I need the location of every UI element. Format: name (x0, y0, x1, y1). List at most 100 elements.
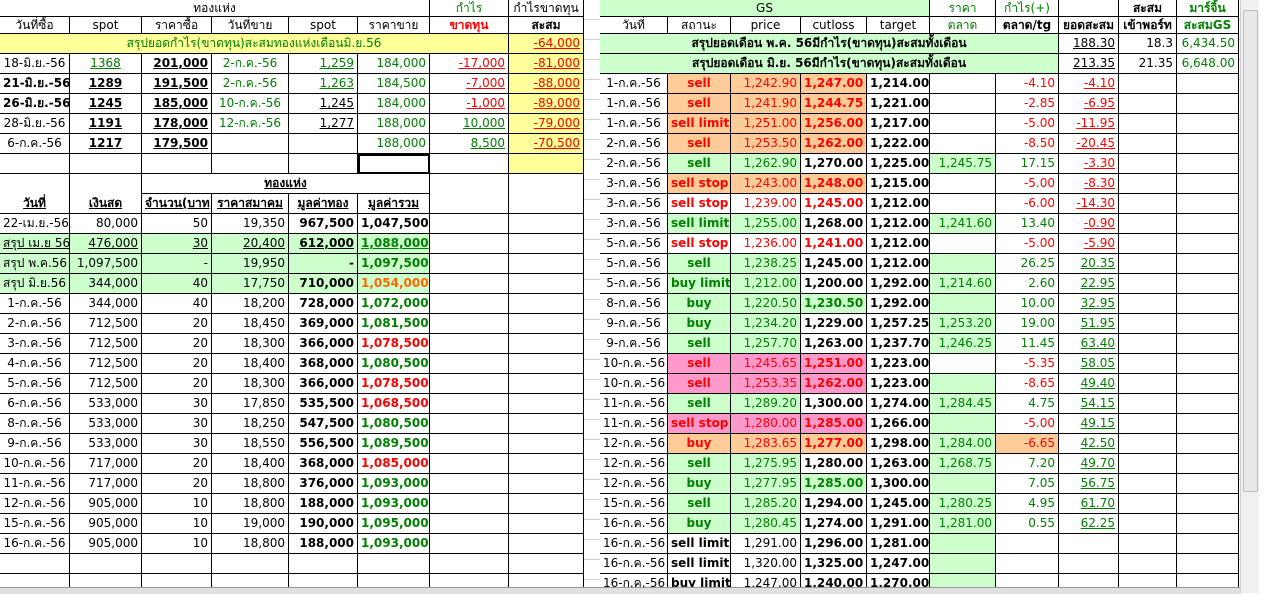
empty-cell[interactable] (509, 314, 584, 334)
empty-cell[interactable] (1059, 0, 1119, 17)
order-status[interactable]: sell (668, 334, 731, 354)
table-cell[interactable]: 376,000 (289, 474, 358, 494)
table-cell[interactable]: 184,000 (358, 94, 430, 114)
table-cell[interactable]: 20 (142, 454, 212, 474)
table-cell[interactable]: 18,800 (212, 494, 289, 514)
table-cell[interactable]: - (142, 254, 212, 274)
empty-cell[interactable] (1177, 354, 1239, 374)
group-header-gs[interactable]: GS (600, 0, 930, 17)
table-cell[interactable]: 18-มิ.ย.-56 (0, 54, 70, 74)
table-cell[interactable]: 556,500 (289, 434, 358, 454)
empty-cell[interactable] (430, 154, 509, 174)
empty-cell[interactable] (509, 334, 584, 354)
empty-cell[interactable] (509, 234, 584, 254)
table-cell[interactable]: 12-ก.ค.-56 (600, 454, 668, 474)
empty-cell[interactable] (430, 234, 509, 254)
table-cell[interactable]: 5-ก.ค.-56 (600, 274, 668, 294)
table-cell[interactable]: 1,222.00 (867, 134, 930, 154)
column-header[interactable]: วันที่ซื้อ (0, 17, 70, 34)
table-cell[interactable]: 10-ก.ค.-56 (0, 454, 70, 474)
order-status[interactable]: sell (668, 134, 731, 154)
header-margin[interactable]: มาร์จิ้น (1177, 0, 1239, 17)
table-cell[interactable]: 17,750 (212, 274, 289, 294)
column-header[interactable]: price (731, 17, 801, 34)
order-status[interactable]: sell stop (668, 194, 731, 214)
empty-cell[interactable] (1177, 294, 1239, 314)
empty-cell[interactable] (509, 454, 584, 474)
empty-cell[interactable] (509, 514, 584, 534)
table-cell[interactable]: 5-ก.ค.-56 (600, 254, 668, 274)
table-cell[interactable]: 10,000 (430, 114, 509, 134)
table-cell[interactable] (930, 174, 996, 194)
empty-cell[interactable] (430, 434, 509, 454)
table-cell[interactable]: 612,000 (289, 234, 358, 254)
table-cell[interactable]: 188,000 (289, 534, 358, 554)
table-cell[interactable]: 21-มิ.ย.-56 (0, 74, 70, 94)
table-cell[interactable]: 1,300.00 (867, 474, 930, 494)
empty-cell[interactable] (1177, 174, 1239, 194)
table-cell[interactable]: 11-ก.ค.-56 (600, 394, 668, 414)
order-status[interactable]: buy limit (668, 274, 731, 294)
empty-cell[interactable] (1177, 454, 1239, 474)
table-cell[interactable]: 368,000 (289, 354, 358, 374)
table-cell[interactable] (930, 294, 996, 314)
empty-cell[interactable] (509, 254, 584, 274)
table-cell[interactable]: 905,000 (70, 514, 142, 534)
empty-cell[interactable] (1119, 354, 1177, 374)
empty-cell[interactable] (430, 274, 509, 294)
table-cell[interactable]: 18,400 (212, 454, 289, 474)
table-cell[interactable] (930, 134, 996, 154)
table-cell[interactable] (930, 374, 996, 394)
table-cell[interactable]: 18,200 (212, 294, 289, 314)
table-cell[interactable]: 366,000 (289, 334, 358, 354)
table-cell[interactable]: 1,241.00 (801, 234, 867, 254)
table-cell[interactable]: 58.05 (1059, 354, 1119, 374)
table-cell[interactable]: 1,263 (289, 74, 358, 94)
table-cell[interactable] (1059, 534, 1119, 554)
table-cell[interactable]: 1,294.00 (801, 494, 867, 514)
table-cell[interactable]: 533,000 (70, 414, 142, 434)
empty-cell[interactable] (509, 554, 584, 574)
order-status[interactable]: buy (668, 514, 731, 534)
empty-cell[interactable] (430, 554, 509, 574)
empty-cell[interactable] (1119, 474, 1177, 494)
table-cell[interactable]: 1,078,500 (358, 334, 430, 354)
column-header[interactable]: วันที่ (0, 174, 70, 214)
table-cell[interactable] (930, 74, 996, 94)
table-cell[interactable]: 1,270.00 (801, 154, 867, 174)
table-cell[interactable]: 19.00 (996, 314, 1059, 334)
table-cell[interactable]: 1,095,000 (358, 514, 430, 534)
empty-cell[interactable] (1119, 194, 1177, 214)
order-status[interactable]: sell stop (668, 414, 731, 434)
table-cell[interactable]: 1,047,500 (358, 214, 430, 234)
table-cell[interactable]: 710,000 (289, 274, 358, 294)
table-cell[interactable]: 9-ก.ค.-56 (0, 434, 70, 454)
empty-cell[interactable] (1119, 114, 1177, 134)
table-cell[interactable]: 547,500 (289, 414, 358, 434)
empty-cell[interactable] (1119, 394, 1177, 414)
column-header[interactable]: spot (70, 17, 142, 34)
empty-cell[interactable] (1177, 94, 1239, 114)
table-cell[interactable]: 1,247.00 (867, 554, 930, 574)
table-cell[interactable]: 1,280.25 (930, 494, 996, 514)
table-cell[interactable]: 1,253.35 (731, 374, 801, 394)
column-header[interactable]: spot (289, 17, 358, 34)
header-margin-bottom[interactable]: สะสมGS (1177, 17, 1239, 34)
table-cell[interactable] (930, 254, 996, 274)
empty-cell[interactable] (1177, 414, 1239, 434)
order-status[interactable]: sell stop (668, 174, 731, 194)
table-cell[interactable]: 42.50 (1059, 434, 1119, 454)
empty-cell[interactable] (509, 174, 584, 214)
header-cumulative[interactable]: ยอดสะสม (1059, 17, 1119, 34)
table-cell[interactable]: 20.35 (1059, 254, 1119, 274)
empty-cell[interactable] (509, 274, 584, 294)
table-cell[interactable]: 16-ก.ค.-56 (600, 514, 668, 534)
table-cell[interactable]: -1,000 (430, 94, 509, 114)
table-cell[interactable]: 1,230.50 (801, 294, 867, 314)
table-cell[interactable]: 1368 (70, 54, 142, 74)
empty-cell[interactable] (0, 554, 70, 574)
summary-value[interactable]: -64,000 (509, 34, 584, 54)
empty-cell[interactable] (509, 414, 584, 434)
order-status[interactable]: sell (668, 394, 731, 414)
table-cell[interactable]: 1,245 (289, 94, 358, 114)
